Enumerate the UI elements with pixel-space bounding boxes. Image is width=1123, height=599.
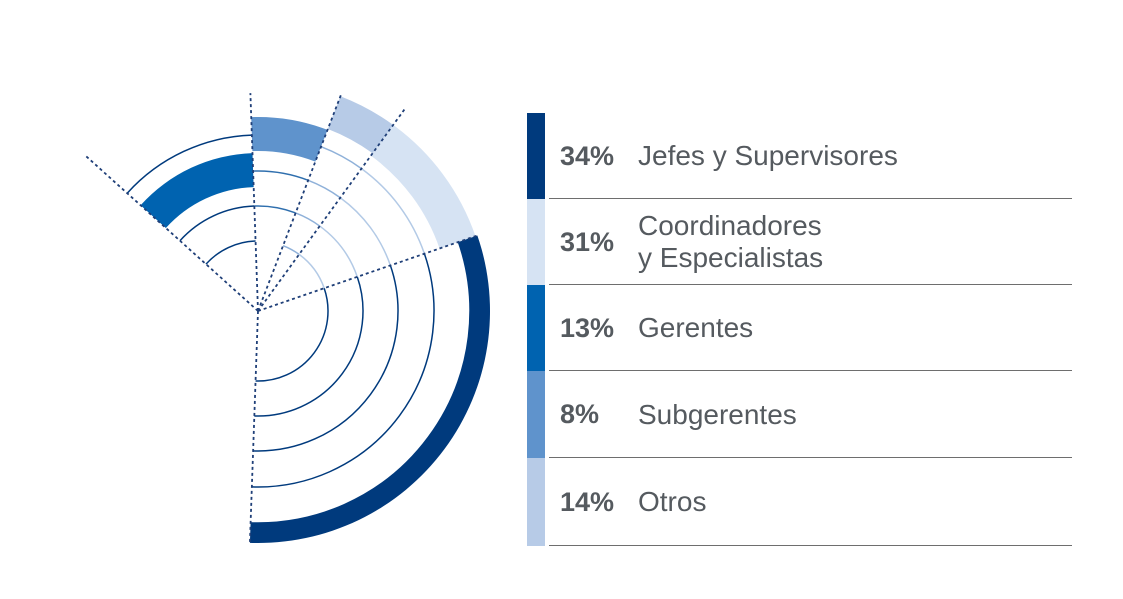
legend-percentage: 31% — [560, 226, 615, 257]
guide-ring — [205, 240, 256, 265]
legend-swatch — [527, 113, 545, 199]
legend-percentage: 14% — [560, 486, 615, 517]
segment-divider — [257, 94, 342, 312]
legend-label-line: Gerentes — [638, 312, 754, 343]
guide-ring — [361, 168, 426, 254]
guide-ring — [179, 205, 255, 242]
guide-ring — [254, 205, 296, 214]
legend-label: Jefes y Supervisores — [638, 140, 898, 172]
guide-ring — [295, 212, 321, 227]
legend-label: Coordinadores y Especialistas — [638, 210, 823, 274]
legend-item: 13% Gerentes — [527, 285, 1072, 371]
legend-divider — [549, 370, 1072, 371]
guide-ring — [255, 287, 329, 382]
legend-divider — [549, 545, 1072, 546]
guide-ring — [254, 276, 364, 417]
legend-swatch — [527, 285, 545, 371]
legend-swatch — [527, 458, 545, 546]
guide-ring — [319, 225, 358, 278]
legend-divider — [549, 284, 1072, 285]
legend-label-line: Coordinadores — [638, 210, 822, 241]
guide-ring — [250, 241, 471, 524]
legend-label-line: Subgerentes — [638, 398, 797, 430]
segment-arc — [140, 153, 254, 229]
guide-ring — [282, 244, 300, 255]
guide-ring — [126, 134, 252, 194]
segment-divider — [249, 93, 259, 312]
legend-label-line: Otros — [638, 486, 707, 517]
legend-label: Gerentes — [638, 312, 753, 344]
guide-ring — [253, 265, 399, 452]
guide-ring — [339, 197, 392, 266]
segment-arc — [249, 235, 490, 543]
guide-ring — [251, 253, 435, 488]
legend-label: Subgerentes — [638, 399, 797, 431]
segment-divider — [257, 234, 478, 312]
legend-swatch — [527, 371, 545, 458]
segment-dividers — [84, 93, 478, 543]
guide-rings — [126, 134, 471, 524]
legend-item: 8% Subgerentes — [527, 371, 1072, 458]
legend-item: 31% Coordinadores y Especialistas — [527, 199, 1072, 285]
segment-arc — [370, 124, 476, 249]
segment-arc — [251, 117, 328, 162]
guide-ring — [320, 145, 362, 170]
guide-ring — [307, 179, 341, 199]
legend-divider — [549, 198, 1072, 199]
legend-label: Otros — [638, 486, 706, 518]
guide-ring — [298, 253, 325, 289]
legend-percentage: 8% — [560, 399, 600, 429]
guide-ring — [253, 170, 309, 182]
radial-chart — [84, 93, 490, 543]
segment-arc — [327, 96, 394, 154]
legend-label-line: Jefes y Supervisores — [638, 140, 898, 171]
legend-divider — [549, 457, 1072, 458]
legend-item: 34% Jefes y Supervisores — [527, 113, 1072, 199]
legend-item: 14% Otros — [527, 458, 1072, 546]
legend-swatch — [527, 199, 545, 285]
segment-arcs — [140, 96, 490, 543]
segment-divider — [249, 310, 259, 543]
legend: 34% Jefes y Supervisores 31% Coordinadores y… — [527, 113, 1072, 546]
legend-label-line: y Especialistas — [638, 242, 824, 273]
legend-percentage: 34% — [560, 140, 615, 171]
legend-percentage: 13% — [560, 312, 615, 343]
segment-divider — [84, 155, 259, 312]
